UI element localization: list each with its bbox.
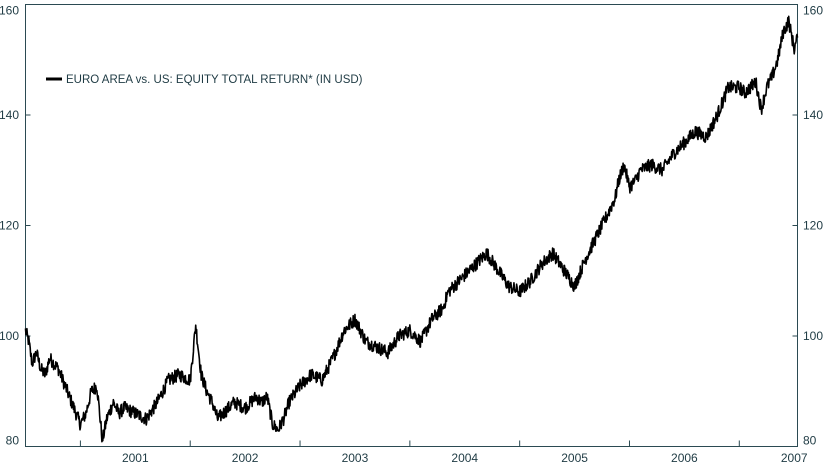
y-tick-label-right: 140 xyxy=(803,108,823,122)
y-tick-label-right: 80 xyxy=(803,434,817,448)
y-axis-right: 80 100 120 140 160 xyxy=(792,4,823,448)
x-axis: 2001 2002 2003 2004 2005 2006 2007 xyxy=(79,440,808,465)
y-tick-label-left: 100 xyxy=(0,329,19,343)
x-tick-label: 2002 xyxy=(232,451,259,465)
y-tick-label-right: 120 xyxy=(803,219,823,233)
x-tick-label: 2001 xyxy=(122,451,149,465)
y-tick-label-left: 120 xyxy=(0,219,19,233)
legend: EURO AREA vs. US: EQUITY TOTAL RETURN* (… xyxy=(46,74,363,86)
x-tick-label: 2004 xyxy=(451,451,478,465)
y-tick-label-right: 160 xyxy=(803,4,823,18)
plot-frame xyxy=(25,4,798,447)
y-tick-label-left: 160 xyxy=(0,4,19,18)
y-tick-label-left: 140 xyxy=(0,108,19,122)
x-tick-label: 2005 xyxy=(561,451,588,465)
series-line-euro-vs-us xyxy=(24,15,799,443)
x-tick-label: 2003 xyxy=(342,451,369,465)
x-tick-label: 2006 xyxy=(671,451,698,465)
legend-label: EURO AREA vs. US: EQUITY TOTAL RETURN* (… xyxy=(66,74,363,86)
y-axis-left: 80 100 120 140 160 xyxy=(0,4,31,448)
y-tick-label-right: 100 xyxy=(803,329,823,343)
y-tick-label-left: 80 xyxy=(6,434,20,448)
x-tick-label: 2007 xyxy=(781,451,808,465)
